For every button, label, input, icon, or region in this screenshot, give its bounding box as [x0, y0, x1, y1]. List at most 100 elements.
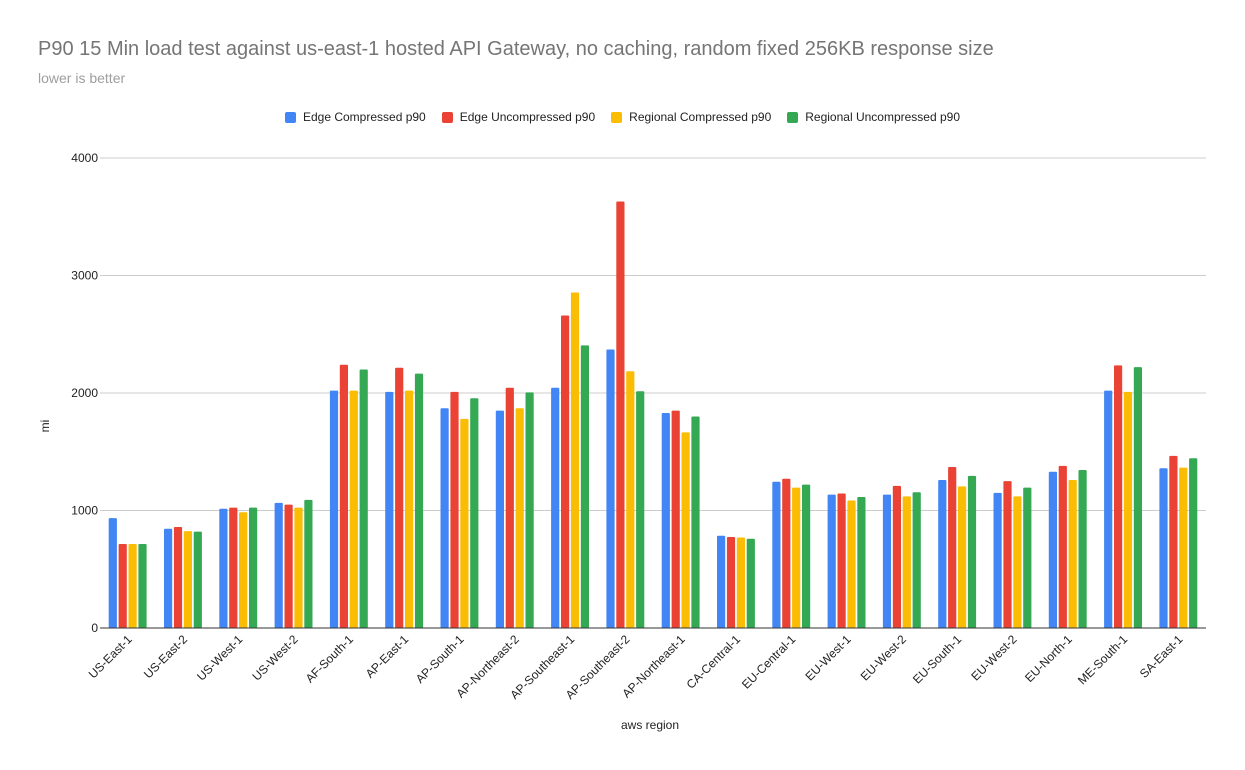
legend-label: Edge Uncompressed p90 — [459, 110, 596, 124]
legend-item: Regional Uncompressed p90 — [787, 110, 960, 124]
x-axis-title: aws region — [621, 718, 679, 732]
bar — [616, 201, 625, 628]
bar — [837, 493, 846, 628]
bar — [183, 531, 192, 628]
bar — [792, 487, 801, 628]
bar — [460, 418, 469, 628]
bar — [108, 518, 117, 628]
legend-label: Edge Compressed p90 — [302, 110, 426, 124]
y-tick-label: 4000 — [71, 151, 98, 165]
bar — [802, 484, 811, 628]
bar — [219, 508, 228, 628]
bar — [1003, 481, 1012, 628]
x-tick-label: SA-East-1 — [1137, 632, 1186, 681]
bar — [1179, 467, 1188, 628]
bar — [1104, 390, 1113, 628]
legend-item: Edge Compressed p90 — [284, 110, 426, 124]
bars — [108, 201, 1198, 628]
bar — [827, 494, 836, 628]
legend-swatch — [787, 111, 799, 123]
bar — [570, 292, 580, 628]
x-tick-label: US-East-1 — [86, 632, 135, 681]
bar — [636, 391, 645, 628]
bar — [892, 485, 901, 628]
bar — [993, 492, 1002, 628]
bar — [1189, 458, 1198, 628]
chart-subtitle: lower is better — [38, 70, 126, 86]
bar — [385, 391, 394, 628]
legend: Edge Compressed p90 Edge Uncompressed p90… — [0, 110, 1245, 124]
x-tick-label: ME-South-1 — [1075, 632, 1130, 687]
y-tick-label: 3000 — [71, 269, 98, 283]
bar — [395, 367, 404, 628]
bar — [164, 528, 173, 628]
bar — [717, 535, 726, 628]
bar — [967, 475, 977, 628]
bar — [561, 315, 570, 628]
bar — [726, 536, 736, 628]
x-tick-label: AP-South-1 — [413, 632, 467, 686]
bar — [580, 345, 589, 628]
bar — [1048, 471, 1057, 628]
bar — [912, 492, 921, 628]
bar — [193, 531, 202, 628]
bar — [736, 537, 745, 628]
x-tick-label: EU-West-2 — [858, 632, 909, 683]
bar — [359, 369, 368, 628]
bar — [1023, 487, 1032, 628]
bar — [882, 494, 892, 628]
x-tick-label: US-West-1 — [194, 632, 245, 683]
bar — [339, 364, 348, 628]
legend-label: Regional Uncompressed p90 — [805, 110, 961, 124]
bar — [294, 507, 303, 628]
bar — [405, 390, 414, 628]
bar — [691, 416, 700, 628]
gridlines — [100, 157, 1206, 511]
x-tick-label: US-East-2 — [141, 632, 190, 681]
bar — [1013, 496, 1022, 628]
legend-swatch — [611, 111, 623, 123]
bar — [606, 349, 615, 628]
bar — [128, 543, 137, 628]
bar — [782, 478, 791, 628]
bar — [1058, 465, 1067, 628]
bar — [329, 390, 339, 628]
bar — [495, 410, 504, 628]
x-tick-label: EU-West-1 — [802, 632, 853, 683]
bar — [229, 507, 238, 628]
bar — [304, 499, 313, 628]
y-tick-label: 1000 — [71, 504, 98, 518]
bar — [138, 543, 147, 628]
bar — [847, 500, 856, 628]
y-tick-label: 2000 — [71, 386, 98, 400]
bar — [525, 392, 534, 628]
legend-label: Regional Compressed p90 — [629, 110, 772, 124]
bar — [902, 496, 911, 628]
bar — [671, 410, 680, 628]
bar — [772, 481, 781, 628]
x-tick-label: EU-West-2 — [968, 632, 1019, 683]
bar — [274, 502, 283, 628]
x-tick-label: EU-North-1 — [1022, 632, 1075, 685]
x-tick-label: CA-Central-1 — [684, 632, 744, 692]
bar — [414, 373, 424, 628]
x-tick-label: US-West-2 — [249, 632, 300, 683]
x-tick-label: EU-South-1 — [910, 632, 964, 686]
bar — [746, 538, 755, 628]
legend-item: Regional Compressed p90 — [611, 110, 771, 124]
bar — [1114, 365, 1123, 628]
bar — [551, 387, 560, 628]
bar — [173, 526, 183, 628]
x-tick-label: EU-Central-1 — [739, 632, 799, 692]
legend-swatch — [441, 111, 453, 123]
bar — [349, 390, 358, 628]
chart-title: P90 15 Min load test against us-east-1 h… — [38, 38, 994, 60]
bar — [1133, 367, 1142, 628]
y-axis-title: mi — [38, 420, 52, 433]
bar — [938, 479, 947, 628]
legend-item: Edge Uncompressed p90 — [441, 110, 596, 124]
bar — [284, 504, 293, 628]
y-tick-label: 0 — [91, 621, 98, 635]
bar — [1123, 391, 1133, 628]
